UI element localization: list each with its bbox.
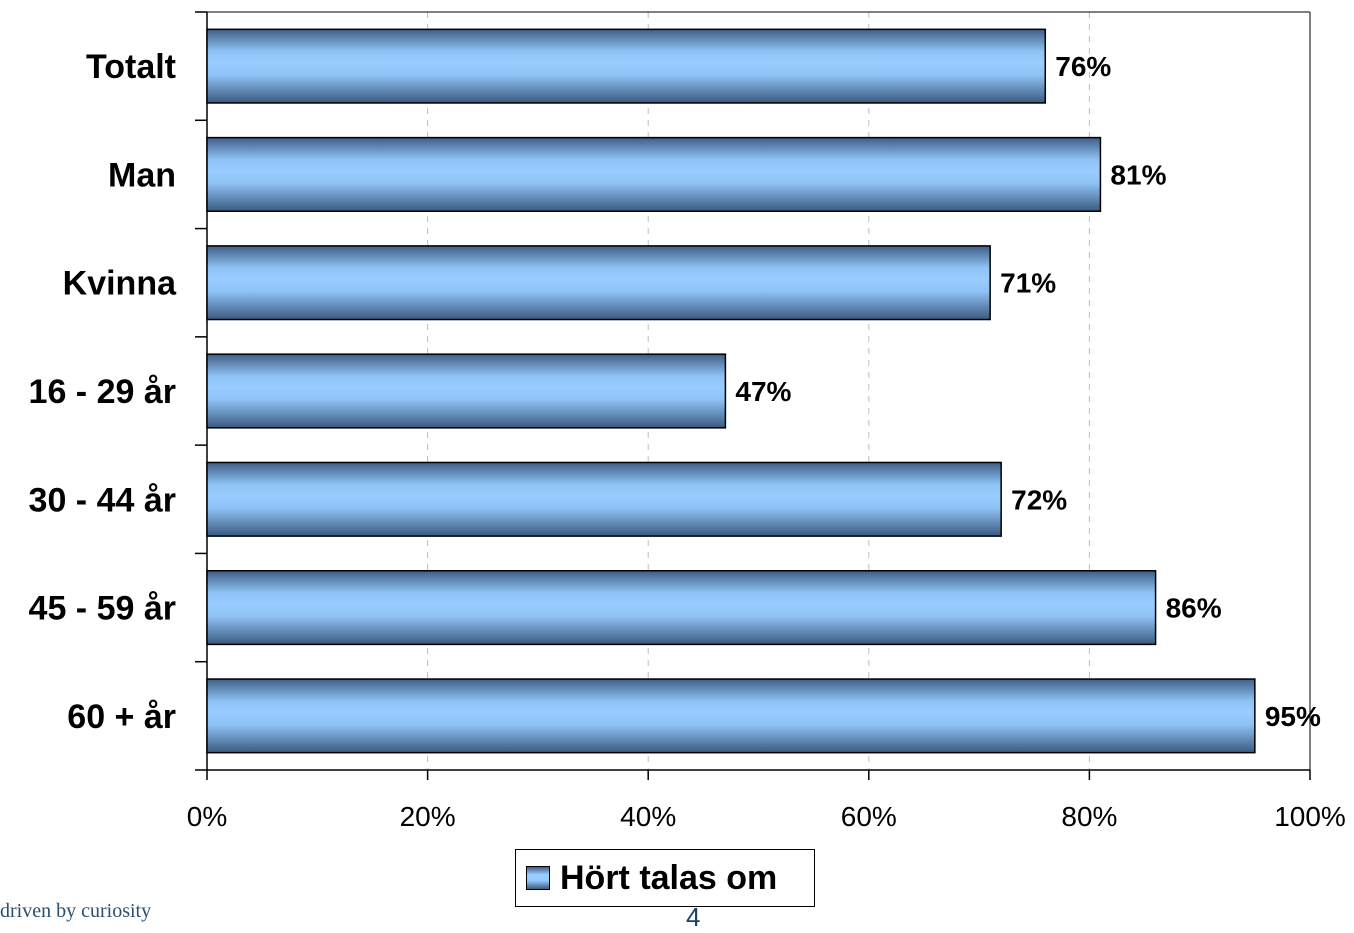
legend: Hört talas om: [515, 849, 815, 907]
legend-swatch: [526, 866, 550, 890]
data-label-1: 81%: [1110, 159, 1166, 190]
bars: [206, 28, 1256, 754]
bar-0: [206, 28, 1047, 104]
data-label-0: 76%: [1055, 51, 1111, 82]
data-label-5: 86%: [1166, 593, 1222, 624]
bar-3: [206, 353, 727, 429]
labels: 0% 20% 40% 60% 80% 100% Totalt 76% Man 81% Kvinna 7…: [29, 48, 1346, 832]
x-tick-label-40: 40%: [620, 801, 676, 832]
page-number: 4: [686, 902, 701, 932]
category-label-2: Kvinna: [63, 265, 177, 303]
x-tick-label-0: 0%: [187, 801, 227, 832]
x-tick-label-100: 100%: [1274, 801, 1346, 832]
category-label-5: 45 - 59 år: [29, 590, 176, 628]
category-label-0: Totalt: [86, 48, 176, 86]
data-label-2: 71%: [1000, 268, 1056, 299]
data-label-4: 72%: [1011, 484, 1067, 515]
x-tick-label-80: 80%: [1061, 801, 1117, 832]
category-label-4: 30 - 44 år: [29, 481, 176, 519]
x-tick-label-20: 20%: [400, 801, 456, 832]
footer-logo-text: driven by curiosity: [0, 900, 152, 922]
bar-5: [206, 570, 1157, 646]
category-label-6: 60 + år: [67, 698, 176, 736]
category-label-1: Man: [108, 156, 176, 194]
bar-4: [206, 461, 1002, 537]
category-label-3: 16 - 29 år: [29, 373, 176, 411]
bar-2: [206, 245, 991, 321]
legend-label: Hört talas om: [560, 858, 778, 897]
x-tick-label-60: 60%: [841, 801, 897, 832]
data-label-3: 47%: [735, 376, 791, 407]
bar-6: [206, 678, 1256, 754]
bar-1: [206, 136, 1102, 212]
data-label-6: 95%: [1265, 701, 1321, 732]
